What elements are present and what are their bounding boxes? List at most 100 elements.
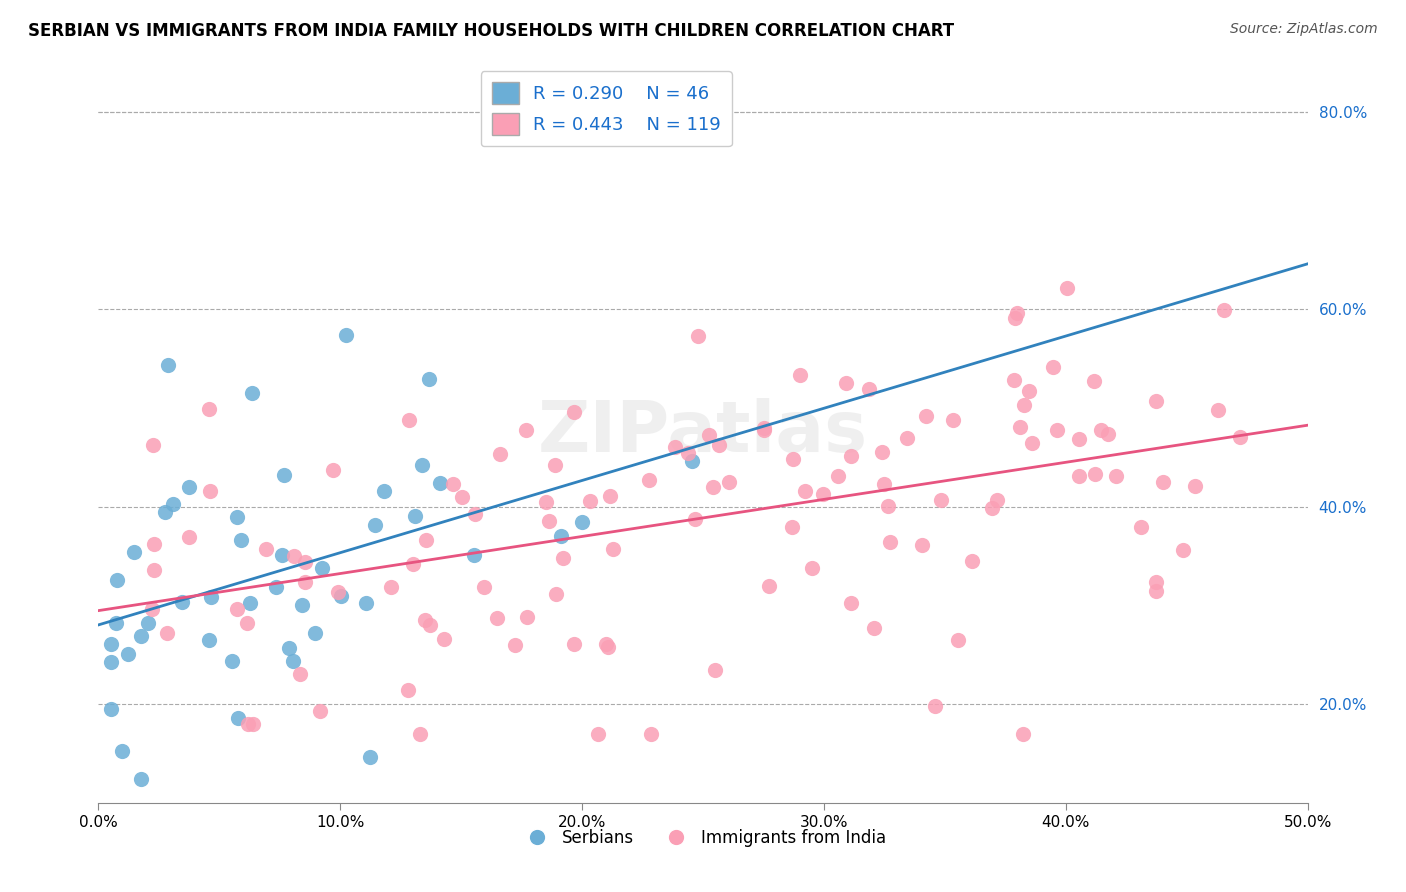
Point xyxy=(156,626,179,640)
Point xyxy=(242,717,264,731)
Point xyxy=(309,704,332,718)
Point xyxy=(156,359,179,373)
Point xyxy=(718,475,741,490)
Point xyxy=(588,727,610,741)
Point xyxy=(450,490,472,504)
Point xyxy=(136,615,159,630)
Point xyxy=(277,641,299,656)
Point xyxy=(441,477,464,491)
Point xyxy=(225,602,247,616)
Point xyxy=(254,542,277,557)
Point xyxy=(873,477,896,491)
Point xyxy=(780,520,803,534)
Legend: Serbians, Immigrants from India: Serbians, Immigrants from India xyxy=(513,822,893,854)
Point xyxy=(409,727,432,741)
Point xyxy=(111,744,134,758)
Point xyxy=(960,554,983,568)
Point xyxy=(813,487,835,501)
Point xyxy=(359,750,381,764)
Point xyxy=(1042,360,1064,375)
Point xyxy=(681,454,703,468)
Point xyxy=(562,404,585,418)
Point xyxy=(226,510,249,524)
Point xyxy=(1084,467,1107,481)
Point xyxy=(1152,475,1174,489)
Point xyxy=(536,495,558,509)
Point xyxy=(839,449,862,463)
Point xyxy=(489,447,512,461)
Point xyxy=(322,463,344,477)
Point xyxy=(105,573,128,587)
Point xyxy=(1130,520,1153,534)
Point xyxy=(1056,281,1078,295)
Point xyxy=(640,727,662,741)
Point xyxy=(515,423,537,437)
Point xyxy=(1090,423,1112,437)
Point xyxy=(142,563,165,577)
Point xyxy=(100,637,122,651)
Point xyxy=(402,558,425,572)
Point xyxy=(463,548,485,562)
Point xyxy=(335,327,357,342)
Point xyxy=(870,445,893,459)
Point xyxy=(551,550,574,565)
Point xyxy=(699,428,721,442)
Point xyxy=(100,702,122,716)
Point xyxy=(162,497,184,511)
Point xyxy=(142,438,165,452)
Point xyxy=(503,638,526,652)
Point xyxy=(877,499,900,513)
Text: Source: ZipAtlas.com: Source: ZipAtlas.com xyxy=(1230,22,1378,37)
Point xyxy=(879,534,901,549)
Point xyxy=(1097,427,1119,442)
Point xyxy=(1011,727,1033,741)
Point xyxy=(398,413,420,427)
Point xyxy=(100,655,122,669)
Point xyxy=(404,509,426,524)
Point xyxy=(562,637,585,651)
Point xyxy=(373,483,395,498)
Point xyxy=(294,574,316,589)
Point xyxy=(1069,468,1091,483)
Point xyxy=(1144,584,1167,599)
Point xyxy=(311,561,333,575)
Point xyxy=(1144,574,1167,589)
Point xyxy=(1002,373,1025,387)
Point xyxy=(1021,435,1043,450)
Point xyxy=(415,533,437,547)
Point xyxy=(1184,479,1206,493)
Point xyxy=(862,621,884,635)
Point xyxy=(911,538,934,552)
Point xyxy=(599,489,621,503)
Point xyxy=(236,616,259,631)
Point xyxy=(330,589,353,603)
Point xyxy=(1173,543,1195,558)
Point xyxy=(707,438,730,452)
Point xyxy=(270,548,292,562)
Point xyxy=(1046,423,1069,437)
Point xyxy=(200,590,222,604)
Point xyxy=(283,549,305,563)
Point xyxy=(915,409,938,423)
Point xyxy=(664,440,686,454)
Point xyxy=(1083,374,1105,388)
Point xyxy=(516,610,538,624)
Point xyxy=(380,580,402,594)
Point xyxy=(294,555,316,569)
Point xyxy=(472,580,495,594)
Point xyxy=(794,483,817,498)
Point xyxy=(578,494,600,508)
Point xyxy=(288,667,311,681)
Point xyxy=(464,507,486,521)
Point xyxy=(835,376,858,390)
Point xyxy=(703,663,725,677)
Point xyxy=(236,717,259,731)
Point xyxy=(105,616,128,631)
Point xyxy=(485,610,508,624)
Point xyxy=(419,618,441,632)
Point xyxy=(1144,394,1167,409)
Point xyxy=(239,596,262,610)
Point xyxy=(789,368,811,382)
Point xyxy=(429,475,451,490)
Point xyxy=(179,530,201,544)
